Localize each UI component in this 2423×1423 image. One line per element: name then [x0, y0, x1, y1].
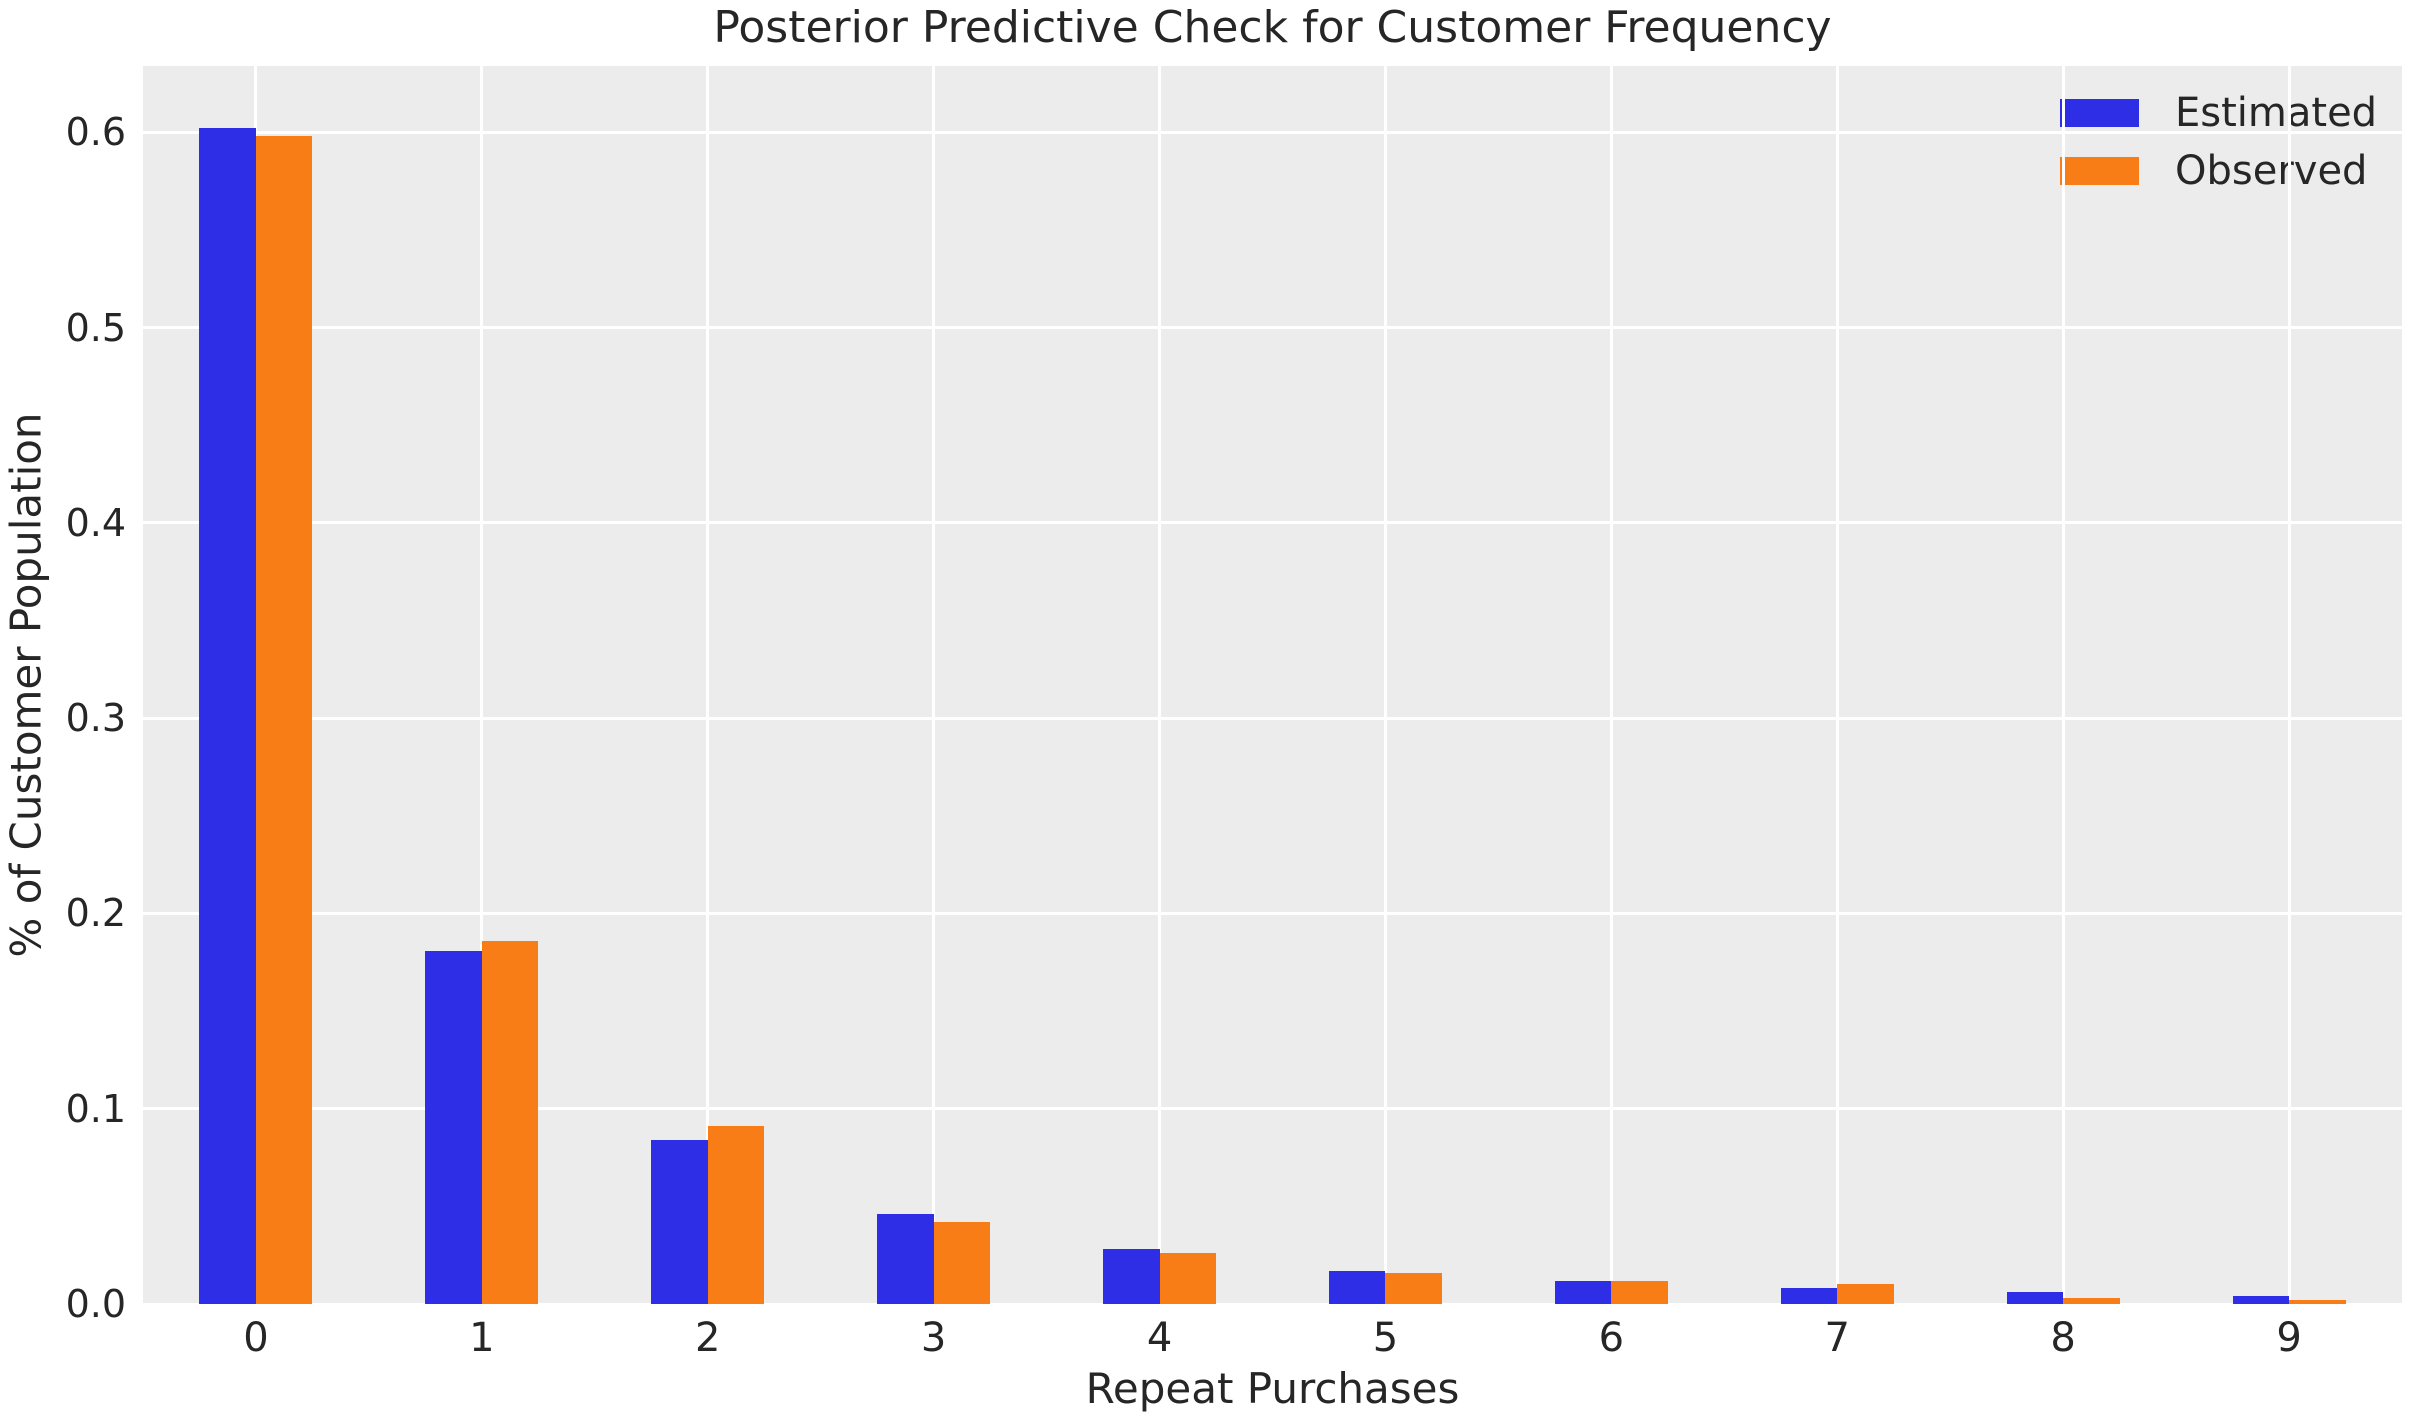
y-tick-label: 0.1 — [65, 1086, 126, 1131]
gridline-vertical — [1835, 66, 1839, 1304]
gridline-horizontal — [143, 130, 2402, 134]
y-tick-label: 0.4 — [65, 500, 126, 545]
bar-observed-1 — [481, 940, 539, 1304]
chart-title: Posterior Predictive Check for Customer … — [713, 2, 1832, 53]
x-tick-label: 0 — [243, 1315, 269, 1361]
bar-estimated-4 — [1103, 1249, 1160, 1304]
x-tick-label: 4 — [1146, 1315, 1173, 1361]
bar-estimated-7 — [1780, 1288, 1838, 1304]
bar-estimated-3 — [877, 1214, 934, 1304]
legend-row-observed: Observed — [2060, 150, 2377, 192]
gridline-horizontal — [143, 1302, 2402, 1306]
bar-observed-7 — [1837, 1284, 1894, 1304]
legend-label-observed: Observed — [2175, 148, 2368, 194]
x-tick-label: 2 — [695, 1315, 721, 1361]
bar-estimated-9 — [2232, 1296, 2290, 1304]
x-tick-label: 7 — [1824, 1315, 1850, 1361]
y-tick-label: 0.2 — [65, 891, 126, 936]
y-tick-label: 0.6 — [65, 110, 126, 155]
gridline-horizontal — [143, 1107, 2402, 1111]
bar-observed-5 — [1385, 1272, 1442, 1304]
gridline-vertical — [2061, 66, 2065, 1304]
x-tick-label: 3 — [920, 1315, 947, 1361]
legend-swatch-estimated-icon — [2060, 99, 2139, 127]
legend-swatch-observed-icon — [2060, 157, 2139, 185]
gridline-vertical — [706, 66, 710, 1304]
x-tick-label: 5 — [1372, 1315, 1399, 1361]
bar-observed-3 — [933, 1221, 991, 1304]
bar-observed-6 — [1611, 1280, 1668, 1304]
bar-estimated-8 — [2006, 1292, 2064, 1304]
x-axis-label: Repeat Purchases — [1085, 1364, 1460, 1413]
gridline-vertical — [2287, 66, 2291, 1304]
y-tick-label: 0.0 — [65, 1282, 126, 1326]
bar-observed-8 — [2063, 1298, 2120, 1304]
bar-observed-2 — [707, 1126, 765, 1304]
x-tick-label: 9 — [2276, 1315, 2302, 1361]
legend-label-estimated: Estimated — [2175, 90, 2378, 136]
gridline-horizontal — [143, 716, 2402, 720]
bar-estimated-5 — [1328, 1270, 1386, 1304]
bar-estimated-1 — [425, 950, 482, 1304]
gridline-horizontal — [143, 911, 2402, 915]
gridline-vertical — [1609, 66, 1613, 1304]
x-tick-label: 1 — [469, 1315, 495, 1361]
legend: Estimated Observed — [2060, 92, 2377, 192]
y-tick-label: 0.3 — [65, 696, 126, 741]
bar-estimated-6 — [1554, 1280, 1612, 1304]
bar-estimated-2 — [651, 1139, 708, 1304]
bar-observed-0 — [255, 136, 313, 1304]
bar-observed-9 — [2289, 1300, 2346, 1304]
gridline-horizontal — [143, 521, 2402, 525]
x-tick-label: 8 — [2050, 1315, 2076, 1361]
y-axis-label: % of Customer Population — [1, 412, 51, 958]
legend-row-estimated: Estimated — [2060, 92, 2377, 134]
gridline-vertical — [480, 66, 484, 1304]
gridline-vertical — [1383, 66, 1387, 1304]
x-tick-label: 6 — [1598, 1315, 1625, 1361]
bar-observed-4 — [1159, 1253, 1217, 1304]
plot-area: Estimated Observed — [143, 66, 2402, 1306]
gridline-vertical — [1158, 66, 1162, 1304]
bar-estimated-0 — [199, 128, 256, 1304]
y-tick-label: 0.5 — [65, 305, 126, 350]
gridline-vertical — [932, 66, 936, 1304]
gridline-horizontal — [143, 326, 2402, 330]
